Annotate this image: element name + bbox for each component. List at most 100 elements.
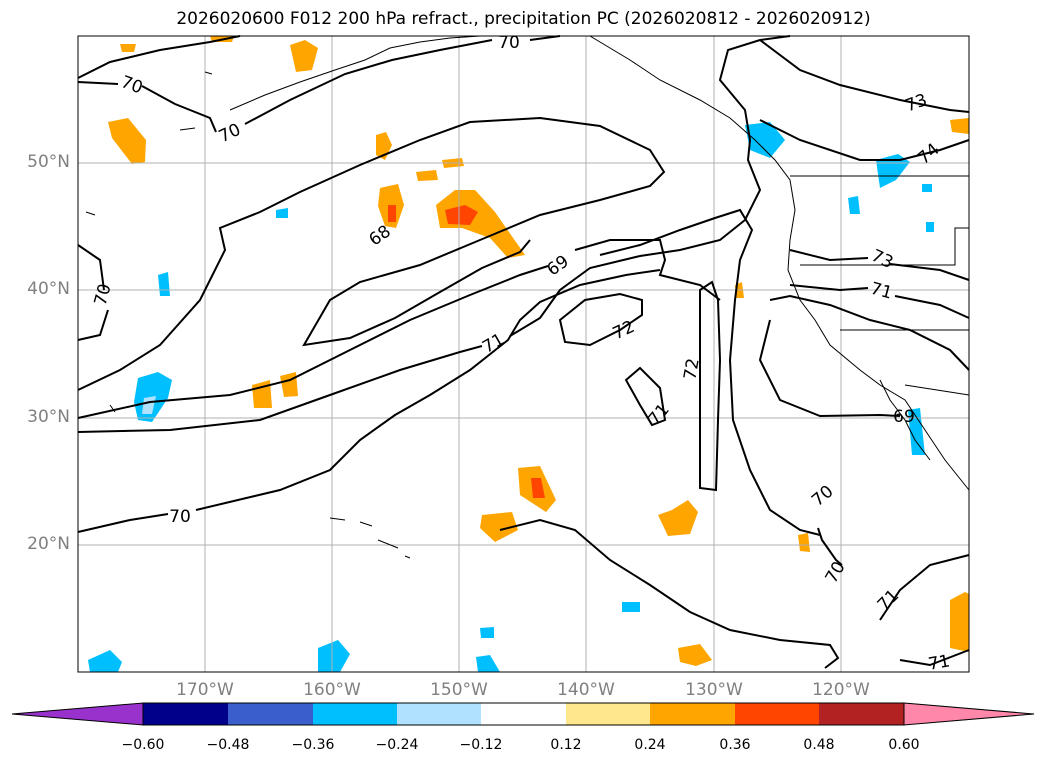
- colorbar-tick-label: −0.24: [375, 737, 419, 753]
- refractivity-contours: [77, 35, 970, 669]
- contour-69: [77, 239, 721, 419]
- plot-frame: [77, 35, 970, 673]
- colorbar-segment: [566, 703, 650, 725]
- lon-label: 140°W: [557, 680, 615, 700]
- contour-71-east: [599, 208, 821, 536]
- precip-patch: [480, 512, 518, 542]
- colorbar: [11, 702, 1035, 726]
- colorbar-segment: [819, 703, 904, 725]
- lon-label: 160°W: [303, 680, 361, 700]
- colorbar-tick-label: −0.36: [291, 737, 335, 753]
- alaska-coast: [229, 35, 481, 111]
- lat-label: 50°N: [27, 152, 70, 172]
- precip-patch: [480, 627, 494, 638]
- colorbar-tick-label: 0.24: [634, 737, 666, 753]
- contour-70-south: [77, 269, 661, 533]
- colorbar-tick-label: −0.12: [459, 737, 503, 753]
- border: [904, 384, 970, 396]
- contour-71b: [789, 284, 970, 319]
- colorbar-tick-label: −0.60: [121, 737, 165, 753]
- precip-patch: [120, 44, 136, 52]
- contour-72-loop: [699, 280, 722, 492]
- precip-patch: [252, 380, 272, 408]
- colorbar-segment: [228, 703, 313, 725]
- colorbar-segment: [735, 703, 819, 725]
- contour-72-small: [558, 292, 643, 347]
- contour-label: 69: [893, 407, 915, 427]
- colorbar-tick-label: 0.12: [550, 737, 582, 753]
- precip-patch: [416, 170, 438, 181]
- precip-patch: [745, 122, 785, 158]
- colorbar-tick-label: 0.48: [803, 737, 835, 753]
- contour-74: [759, 119, 970, 161]
- precip-patch: [142, 396, 156, 414]
- contour-label: 71: [927, 651, 952, 674]
- colorbar-frame: [142, 702, 905, 726]
- islands: [85, 71, 213, 413]
- contour-71-southeast-b: [899, 649, 970, 667]
- colorbar-segment: [143, 703, 228, 725]
- precip-patch: [290, 40, 318, 72]
- precip-patch: [388, 205, 396, 222]
- precip-patch: [658, 500, 698, 536]
- map-title: 2026020600 F012 200 hPa refract., precip…: [176, 9, 871, 29]
- precip-patch: [318, 640, 350, 672]
- contour-label: 70: [169, 507, 191, 527]
- contour-73: [759, 39, 970, 113]
- precip-shading: [88, 36, 969, 672]
- colorbar-segment: [313, 703, 397, 725]
- hawaii: [329, 517, 411, 559]
- baja-coast: [879, 379, 931, 461]
- colorbar-tick-label: 0.60: [888, 737, 920, 753]
- contour-70-east: [499, 518, 840, 669]
- contour-70b: [769, 294, 970, 371]
- precip-patch: [622, 602, 640, 612]
- contour-70-west: [77, 244, 109, 341]
- precip-patch: [476, 655, 500, 672]
- precip-patch: [848, 196, 860, 214]
- colorbar-extend-low: [11, 702, 144, 726]
- precip-patch: [531, 478, 545, 498]
- colorbar-segment: [397, 703, 481, 725]
- colorbar-segment: [650, 703, 735, 725]
- precip-patch: [922, 184, 932, 192]
- contour-71-southeast: [879, 554, 970, 621]
- lat-label: 40°N: [27, 279, 70, 299]
- precip-patch: [445, 205, 478, 225]
- precip-patch: [950, 592, 969, 652]
- precip-patch: [798, 533, 810, 552]
- colorbar-tick-label: 0.36: [719, 737, 751, 753]
- precip-patch: [88, 650, 122, 672]
- precip-patch: [678, 644, 712, 666]
- precip-patch: [926, 222, 934, 232]
- contour-70c: [817, 527, 843, 566]
- colorbar-segment: [481, 703, 566, 725]
- contour-69b: [758, 319, 901, 418]
- contour-70-north-b: [77, 35, 561, 133]
- lon-label: 170°W: [176, 680, 234, 700]
- graticule: [78, 36, 969, 672]
- border: [800, 227, 969, 266]
- north-america-coast: [589, 35, 970, 491]
- lon-label: 150°W: [430, 680, 488, 700]
- lon-label: 130°W: [685, 680, 743, 700]
- lat-label: 30°N: [27, 407, 70, 427]
- precip-patch: [908, 408, 925, 455]
- contour-71: [77, 35, 791, 433]
- precip-patch: [950, 118, 969, 134]
- contour-73b: [789, 249, 970, 281]
- plot-area: 70 70 70 68 69 70 71 72 72 71 73 74 73 7…: [77, 33, 970, 675]
- colorbar-tick-label: −0.48: [206, 737, 250, 753]
- precip-patch: [108, 118, 146, 164]
- precip-patch: [158, 272, 170, 296]
- coastlines: [85, 35, 970, 559]
- lon-label: 120°W: [812, 680, 870, 700]
- contour-70-north: [77, 35, 241, 79]
- contour-70-main: [77, 116, 666, 391]
- contour-label: 72: [680, 357, 703, 382]
- precip-patch: [276, 208, 288, 218]
- contour-71-loop: [624, 366, 667, 427]
- contour-label: 70: [498, 33, 520, 53]
- lat-label: 20°N: [27, 534, 70, 554]
